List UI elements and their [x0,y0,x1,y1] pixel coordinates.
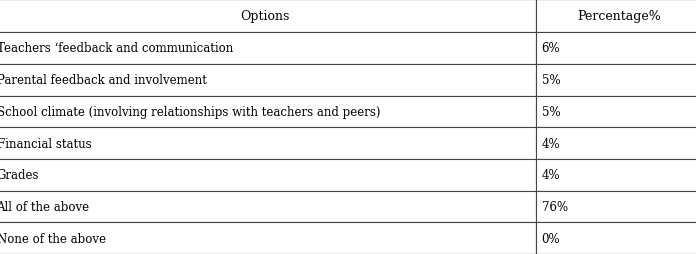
Bar [0,33,536,65]
Text: 5%: 5% [541,74,560,87]
Text: 4%: 4% [541,137,560,150]
Text: 76%: 76% [541,200,568,213]
Bar [0,96,536,128]
Bar [0,128,536,159]
Bar [536,96,696,128]
Bar [536,0,696,33]
Bar [0,0,536,33]
Text: Grades: Grades [0,169,39,182]
Bar [536,159,696,191]
Bar [0,159,536,191]
Bar [536,223,696,254]
Text: Percentage%: Percentage% [578,10,661,23]
Bar [536,65,696,96]
Text: 0%: 0% [541,232,560,245]
Text: 4%: 4% [541,169,560,182]
Bar [0,223,536,254]
Text: 5%: 5% [541,105,560,118]
Bar [0,191,536,223]
Text: Teachers ‘feedback and communication: Teachers ‘feedback and communication [0,42,232,55]
Bar [0,65,536,96]
Bar [536,128,696,159]
Text: Options: Options [240,10,290,23]
Bar [536,191,696,223]
Text: All of the above: All of the above [0,200,90,213]
Text: Financial status: Financial status [0,137,91,150]
Text: Parental feedback and involvement: Parental feedback and involvement [0,74,207,87]
Text: None of the above: None of the above [0,232,106,245]
Text: School climate (involving relationships with teachers and peers): School climate (involving relationships … [0,105,380,118]
Text: 6%: 6% [541,42,560,55]
Bar [536,33,696,65]
